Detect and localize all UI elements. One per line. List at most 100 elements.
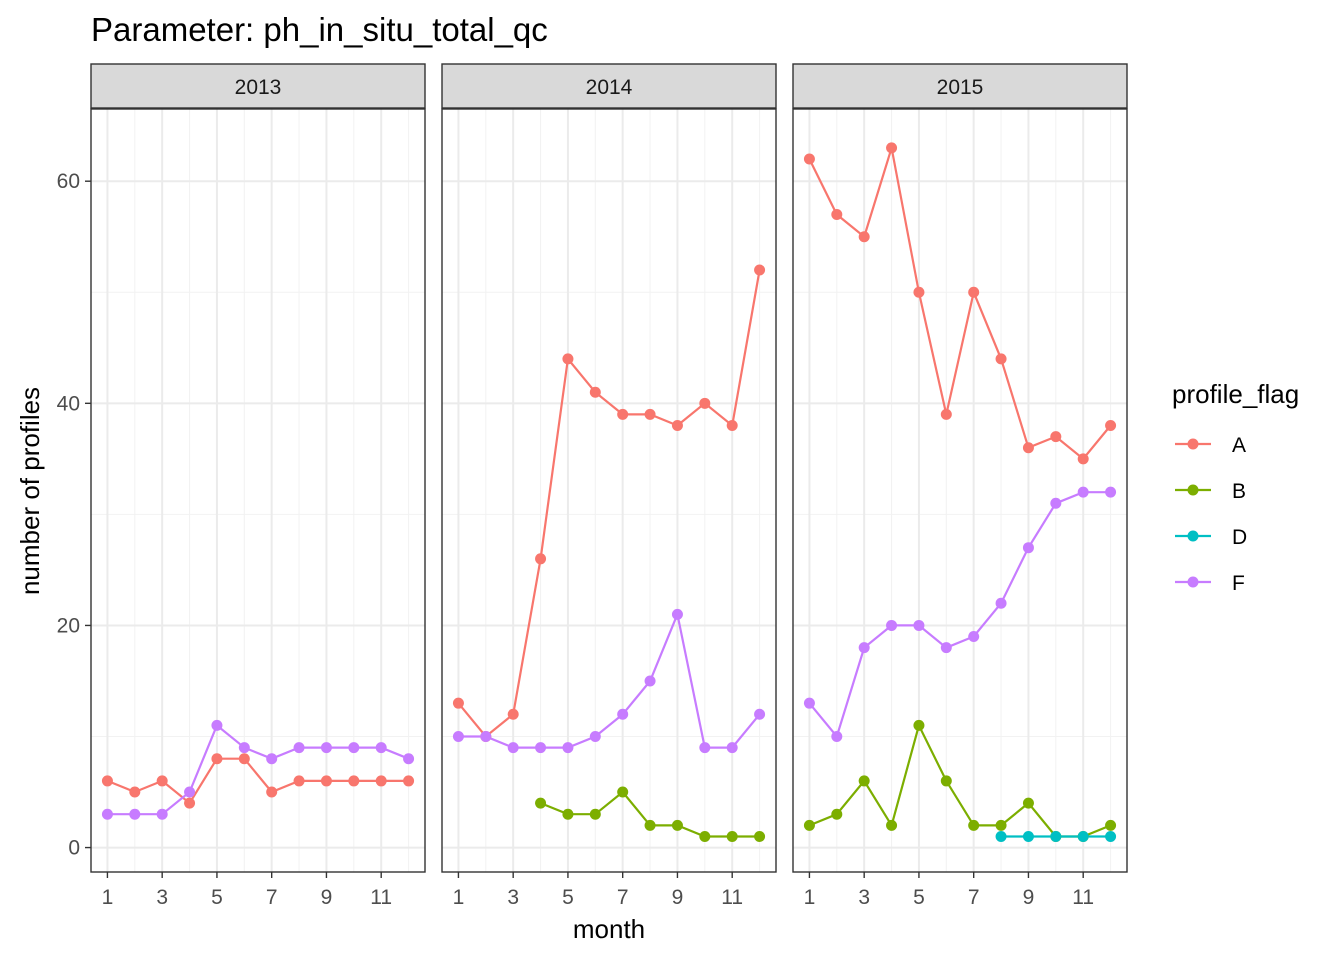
- data-point-B: [831, 809, 842, 820]
- data-point-B: [645, 820, 656, 831]
- legend-title: profile_flag: [1172, 379, 1299, 409]
- legend-label: B: [1232, 480, 1246, 503]
- x-tick-label: 7: [968, 886, 980, 909]
- data-point-F: [672, 609, 683, 620]
- x-tick-label: 1: [453, 886, 465, 909]
- data-point-B: [996, 820, 1007, 831]
- data-point-A: [266, 787, 277, 798]
- data-point-F: [1105, 487, 1116, 498]
- data-point-A: [804, 153, 815, 164]
- facet-strip-label: 2013: [235, 76, 282, 99]
- data-point-F: [645, 675, 656, 686]
- data-point-F: [1023, 542, 1034, 553]
- legend-entry-F: F: [1175, 572, 1245, 595]
- data-point-F: [886, 620, 897, 631]
- y-tick-label: 20: [57, 614, 80, 637]
- x-tick-label: 3: [156, 886, 168, 909]
- data-point-F: [859, 642, 870, 653]
- data-point-A: [590, 387, 601, 398]
- legend-key-point: [1188, 577, 1199, 588]
- data-point-A: [157, 775, 168, 786]
- data-point-F: [184, 787, 195, 798]
- data-point-B: [968, 820, 979, 831]
- data-point-A: [376, 775, 387, 786]
- data-point-A: [831, 209, 842, 220]
- x-tick-label: 5: [913, 886, 925, 909]
- legend-label: A: [1232, 434, 1246, 457]
- legend-entry-D: D: [1175, 526, 1247, 549]
- data-point-A: [348, 775, 359, 786]
- x-tick-label: 3: [507, 886, 519, 909]
- data-point-F: [266, 753, 277, 764]
- data-point-F: [590, 731, 601, 742]
- data-point-F: [804, 698, 815, 709]
- legend-entry-A: A: [1175, 434, 1246, 457]
- data-point-A: [754, 265, 765, 276]
- x-tick-label: 11: [721, 886, 743, 909]
- data-point-B: [886, 820, 897, 831]
- data-point-A: [968, 287, 979, 298]
- legend-key-point: [1188, 439, 1199, 450]
- data-point-B: [941, 775, 952, 786]
- data-point-A: [672, 420, 683, 431]
- data-point-D: [996, 831, 1007, 842]
- x-tick-label: 9: [672, 886, 684, 909]
- data-point-A: [102, 775, 113, 786]
- data-point-F: [913, 620, 924, 631]
- data-point-A: [727, 420, 738, 431]
- data-point-F: [102, 809, 113, 820]
- data-point-A: [996, 353, 1007, 364]
- data-point-A: [453, 698, 464, 709]
- data-point-A: [699, 398, 710, 409]
- data-point-A: [403, 775, 414, 786]
- data-point-A: [1050, 431, 1061, 442]
- data-point-F: [348, 742, 359, 753]
- data-point-B: [859, 775, 870, 786]
- data-point-F: [157, 809, 168, 820]
- legend-label: F: [1232, 572, 1245, 595]
- data-point-A: [1023, 442, 1034, 453]
- data-point-B: [1105, 820, 1116, 831]
- data-point-A: [129, 787, 140, 798]
- data-point-B: [535, 798, 546, 809]
- legend-key-point: [1188, 485, 1199, 496]
- facet-panel-2014: 2014 1 3 5 7 9 11: [442, 64, 776, 909]
- data-point-A: [239, 753, 250, 764]
- legend-key-point: [1188, 531, 1199, 542]
- data-point-F: [321, 742, 332, 753]
- y-axis-title: number of profiles: [15, 387, 45, 595]
- facet-panels: 2013 1 3 5 7 9 11 0 20 40 60 2014 1 3 5 7 9 11 2015 1 3 5 7 9 11: [57, 64, 1127, 909]
- data-point-A: [1105, 420, 1116, 431]
- x-tick-label: 11: [1072, 886, 1094, 909]
- data-point-A: [211, 753, 222, 764]
- data-point-F: [968, 631, 979, 642]
- x-tick-label: 9: [321, 886, 333, 909]
- data-point-D: [1078, 831, 1089, 842]
- data-point-F: [403, 753, 414, 764]
- data-point-F: [941, 642, 952, 653]
- data-point-A: [535, 553, 546, 564]
- data-point-F: [535, 742, 546, 753]
- data-point-F: [129, 809, 140, 820]
- data-point-A: [562, 353, 573, 364]
- x-tick-label: 7: [266, 886, 278, 909]
- data-point-B: [672, 820, 683, 831]
- data-point-A: [508, 709, 519, 720]
- data-point-D: [1050, 831, 1061, 842]
- y-tick-label: 40: [57, 392, 80, 415]
- panel-background: [442, 109, 776, 872]
- data-point-F: [480, 731, 491, 742]
- data-point-A: [886, 142, 897, 153]
- data-point-B: [699, 831, 710, 842]
- legend-entry-B: B: [1175, 480, 1246, 503]
- data-point-F: [211, 720, 222, 731]
- data-point-F: [617, 709, 628, 720]
- chart-title: Parameter: ph_in_situ_total_qc: [91, 11, 548, 48]
- data-point-B: [804, 820, 815, 831]
- data-point-F: [754, 709, 765, 720]
- x-tick-label: 11: [370, 886, 392, 909]
- data-point-F: [1078, 487, 1089, 498]
- data-point-B: [913, 720, 924, 731]
